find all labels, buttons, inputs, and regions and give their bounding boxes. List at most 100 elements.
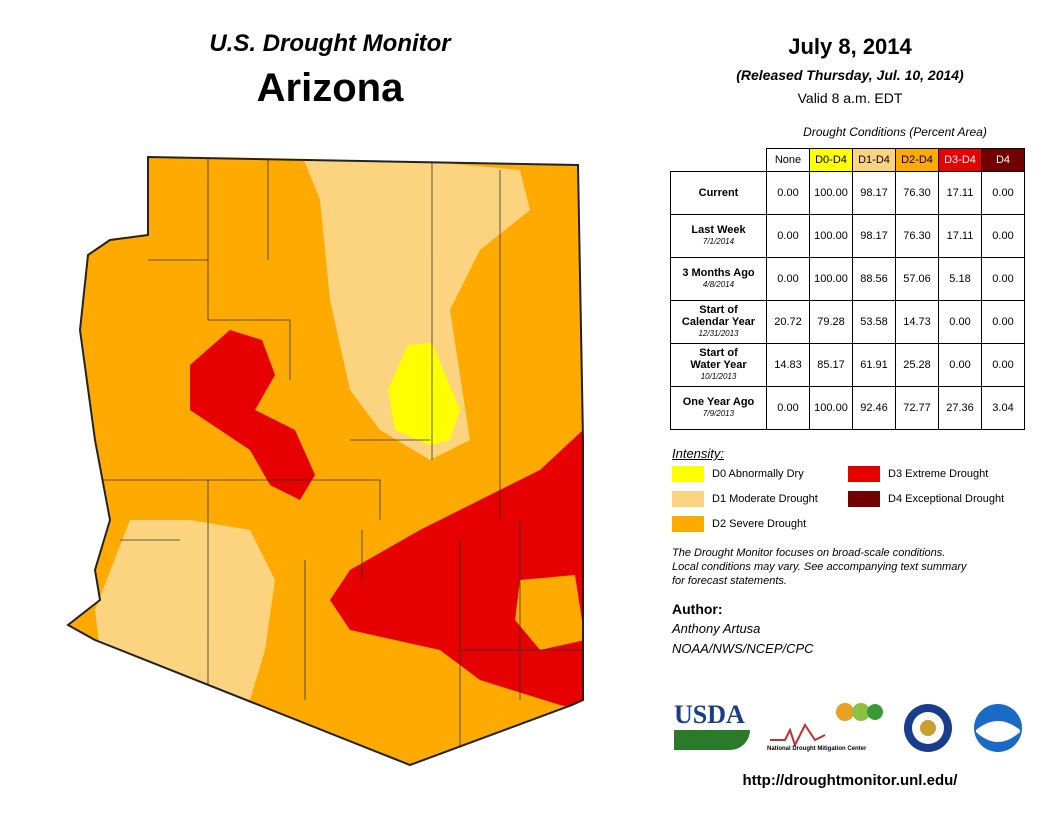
cell: 0.00 xyxy=(766,214,810,258)
cell: 79.28 xyxy=(809,300,853,344)
row-label-line: Start of xyxy=(699,347,738,359)
cell: 14.73 xyxy=(895,300,939,344)
column-header: D0-D4 xyxy=(809,148,853,172)
row-date: 4/8/2014 xyxy=(702,280,735,289)
row-label-line: Calendar Year xyxy=(681,316,756,328)
usda-text: USDA xyxy=(674,700,745,729)
column-header: None xyxy=(766,148,810,172)
cell: 14.83 xyxy=(766,343,810,387)
cell: 76.30 xyxy=(895,214,939,258)
state: Arizona xyxy=(256,66,404,110)
legend-swatch xyxy=(672,491,704,507)
row-label-line: Current xyxy=(698,187,739,199)
cell: 85.17 xyxy=(809,343,853,387)
map xyxy=(66,155,584,767)
valid: Valid 8 a.m. EDT xyxy=(797,90,903,106)
row-label-line: One Year Ago xyxy=(682,396,755,408)
cell: 17.11 xyxy=(938,214,982,258)
row: 3 Months Ago 4/8/2014 0.00 100.00 88.56 57.06… xyxy=(670,257,1025,301)
legend-swatch xyxy=(672,516,704,532)
cell: 27.36 xyxy=(938,386,982,430)
row: One Year Ago 7/9/2013 0.00 100.00 92.46 72.77… xyxy=(670,386,1025,430)
row: Last Week 7/1/2014 0.00 100.00 98.17 76.30 17.… xyxy=(670,214,1025,258)
note-line: Local conditions may vary. See accompany… xyxy=(672,561,967,573)
row-label: 3 Months Ago 4/8/2014 xyxy=(670,257,767,301)
cell: 0.00 xyxy=(938,343,982,387)
cell: 98.17 xyxy=(852,214,896,258)
row: Start of Calendar Year 12/31/2013 20.72 79.2… xyxy=(670,300,1025,344)
cell: 0.00 xyxy=(766,257,810,301)
url: http://droughtmonitor.unl.edu/ xyxy=(742,772,958,789)
cell: 100.00 xyxy=(809,386,853,430)
note-line: for forecast statements. xyxy=(672,575,787,587)
cell: 76.30 xyxy=(895,171,939,215)
cell: 0.00 xyxy=(981,343,1025,387)
cell: 3.04 xyxy=(981,386,1025,430)
commerce-logo xyxy=(904,704,952,752)
legend-swatch xyxy=(672,466,704,482)
row-date: 12/31/2013 xyxy=(698,329,739,338)
column-header: D2-D4 xyxy=(895,148,939,172)
legend-label: D0 Abnormally Dry xyxy=(712,468,804,480)
cell: 100.00 xyxy=(809,171,853,215)
row-label: One Year Ago 7/9/2013 xyxy=(670,386,767,430)
column-header: D4 xyxy=(981,148,1025,172)
row-label: Start of Water Year 10/1/2013 xyxy=(670,343,767,387)
cell: 0.00 xyxy=(938,300,982,344)
row-label-line: 3 Months Ago xyxy=(682,267,755,279)
row-date: 7/9/2013 xyxy=(702,409,735,418)
note-line: The Drought Monitor focuses on broad-sca… xyxy=(672,547,946,559)
row-label: Start of Calendar Year 12/31/2013 xyxy=(670,300,767,344)
cell: 5.18 xyxy=(938,257,982,301)
row-label: Last Week 7/1/2014 xyxy=(670,214,767,258)
cell: 92.46 xyxy=(852,386,896,430)
header-row: None D0-D4 D1-D4 D2-D4 D3-D4 D4 xyxy=(671,148,1025,172)
legend-label: D2 Severe Drought xyxy=(712,518,807,530)
note: The Drought Monitor focuses on broad-sca… xyxy=(672,546,966,588)
cell: 0.00 xyxy=(981,171,1025,215)
cell: 20.72 xyxy=(766,300,810,344)
column-header: D3-D4 xyxy=(938,148,982,172)
noaa-logo xyxy=(974,704,1022,752)
legend-label: D4 Exceptional Drought xyxy=(888,493,1005,505)
author-label: Author: xyxy=(672,601,723,617)
cell: 100.00 xyxy=(809,214,853,258)
cell: 0.00 xyxy=(766,171,810,215)
row-label-line: Last Week xyxy=(691,224,746,236)
cell: 0.00 xyxy=(981,257,1025,301)
row-date: 10/1/2013 xyxy=(700,372,737,381)
ndmc-text: National Drought Mitigation Center xyxy=(767,746,867,752)
row-label-line: Water Year xyxy=(690,359,747,371)
cell: 17.11 xyxy=(938,171,982,215)
cell: 100.00 xyxy=(809,257,853,301)
column-header: D1-D4 xyxy=(852,148,896,172)
row-date: 7/1/2014 xyxy=(702,237,735,246)
legend-title: Intensity: xyxy=(672,446,725,461)
legend-label: D1 Moderate Drought xyxy=(712,493,818,505)
ndmc-logo: National Drought Mitigation Center xyxy=(767,703,883,752)
cell: 25.28 xyxy=(895,343,939,387)
cell: 0.00 xyxy=(766,386,810,430)
corner xyxy=(671,149,767,172)
cell: 88.56 xyxy=(852,257,896,301)
author-org: NOAA/NWS/NCEP/CPC xyxy=(672,641,814,656)
row: Start of Water Year 10/1/2013 14.83 85.17 61.… xyxy=(670,343,1025,387)
row-label: Current xyxy=(670,171,767,215)
cell: 53.58 xyxy=(852,300,896,344)
legend-swatch xyxy=(848,466,880,482)
released: (Released Thursday, Jul. 10, 2014) xyxy=(736,67,964,83)
legend-swatch xyxy=(848,491,880,507)
cell: 0.00 xyxy=(981,300,1025,344)
title: U.S. Drought Monitor xyxy=(209,30,451,57)
legend-label: D3 Extreme Drought xyxy=(888,468,989,480)
cell: 57.06 xyxy=(895,257,939,301)
conditions-table: None D0-D4 D1-D4 D2-D4 D3-D4 D4 Current 0.00 100… xyxy=(670,148,1025,430)
cell: 98.17 xyxy=(852,171,896,215)
author-name: Anthony Artusa xyxy=(672,621,761,636)
cell: 72.77 xyxy=(895,386,939,430)
table-caption: Drought Conditions (Percent Area) xyxy=(803,125,987,139)
cell: 0.00 xyxy=(981,214,1025,258)
usda-logo: USDA xyxy=(674,700,750,754)
cell: 61.91 xyxy=(852,343,896,387)
